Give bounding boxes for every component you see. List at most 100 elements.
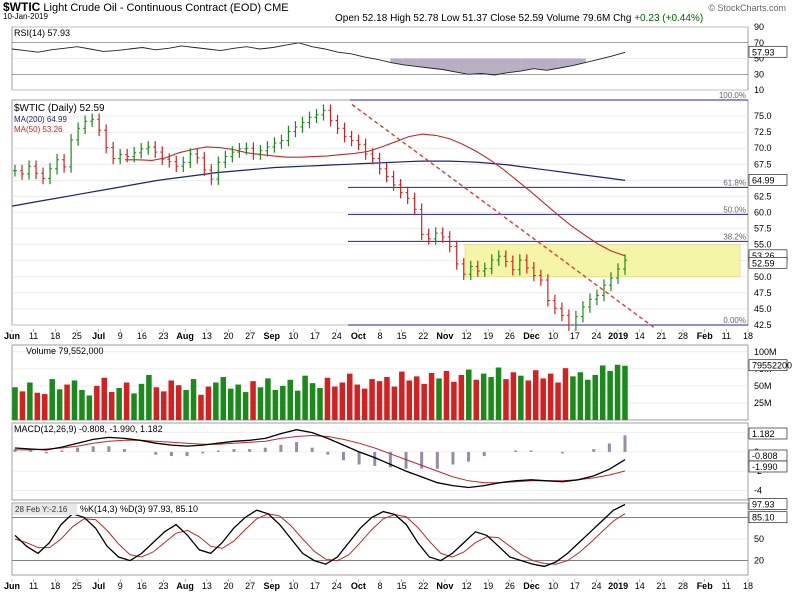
volume-bar: [146, 375, 152, 420]
volume-tick-label: 25M: [754, 398, 772, 408]
volume-bar: [309, 383, 316, 420]
volume-bar: [302, 375, 308, 420]
price-current-label-box: [748, 256, 788, 269]
date-axis-bottom-tick-label: 17: [570, 581, 580, 591]
macd-hist-label-box: [748, 427, 788, 440]
symbol-title: $WTIC Light Crude Oil - Continuous Contr…: [3, 0, 289, 14]
volume-bar: [399, 371, 405, 420]
rsi-current-label-box: [748, 45, 788, 58]
fib-label: 38.2%: [723, 232, 746, 241]
volume-bar: [585, 379, 591, 420]
fib-label: 0.00%: [723, 316, 746, 325]
macd-panel: [11, 422, 749, 501]
volume-bar: [592, 375, 598, 420]
chg-value: +0.23 (+0.44%): [634, 13, 704, 24]
macd-line: [14, 429, 626, 489]
date-axis-top-tick-label: Dec: [523, 331, 540, 341]
date-axis-bottom-tick-label: 11: [722, 581, 731, 591]
date-axis-top-tick-label: Feb: [697, 331, 714, 341]
volume-bar: [614, 364, 621, 420]
price-tick-label: 75.0: [754, 111, 772, 121]
date-axis-bottom-tick-label: 14: [635, 581, 645, 591]
volume-bar: [466, 369, 472, 420]
price-tick-label: 60.0: [754, 208, 772, 218]
rsi-title: RSI(14) 57.93: [14, 28, 70, 38]
date-axis-top-tick-label: 17: [570, 331, 580, 341]
date-axis-top-tick-label: 12: [462, 331, 472, 341]
date-axis-bottom-tick-label: 9: [118, 581, 123, 591]
date-axis-top-tick-label: Nov: [436, 331, 453, 341]
chart-date: 10-Jan-2019: [3, 12, 48, 21]
volume-bar: [324, 377, 331, 420]
volume-bar: [525, 380, 532, 420]
volume-bar: [555, 382, 561, 420]
volume-bar: [287, 379, 293, 420]
stoch-k-label-box: [748, 498, 788, 510]
rsi-tick-label: 10: [754, 85, 764, 95]
volume-bar: [116, 387, 122, 420]
price-tick-label: 55.0: [754, 240, 772, 250]
date-axis-bottom-tick-label: Sep: [264, 581, 281, 591]
date-axis-top-tick-label: 28: [678, 331, 688, 341]
price-tick-label: 72.5: [754, 127, 772, 137]
date-axis-top-tick-label: Aug: [176, 331, 194, 341]
volume-bar: [510, 372, 517, 420]
rsi-oversold-fill: [416, 58, 430, 68]
ma50-current-label: 53.26: [752, 251, 775, 261]
date-axis-top-tick-label: 25: [72, 331, 82, 341]
price-title: $WTIC (Daily) 52.59: [14, 103, 105, 114]
volume-bar: [421, 383, 427, 420]
date-axis-top-tick-label: 8: [377, 331, 382, 341]
volume-bar: [436, 378, 442, 420]
volume-bar: [607, 370, 613, 420]
price-tick-label: 70.0: [754, 143, 772, 153]
rsi-tick-label: 90: [754, 22, 764, 32]
date-axis-top-tick-label: 20: [223, 331, 233, 341]
date-axis-bottom-tick-label: 17: [310, 581, 320, 591]
high-label: High: [390, 13, 411, 24]
volume-bar: [138, 383, 145, 420]
volume-bar: [168, 380, 174, 420]
ma50-line: [125, 133, 626, 257]
rsi-oversold-fill: [546, 58, 560, 71]
rsi-current-label: 57.93: [752, 47, 775, 57]
volume-bar: [280, 385, 286, 420]
date-axis-bottom-tick-label: 26: [505, 581, 515, 591]
date-axis-top-tick-label: 17: [310, 331, 320, 341]
open-value: 52.18: [362, 13, 388, 24]
date-axis-top-tick-label: Jun: [4, 331, 20, 341]
date-axis-bottom-tick-label: 23: [159, 581, 169, 591]
rsi-oversold-fill: [403, 58, 417, 67]
rsi-oversold-fill: [572, 58, 586, 66]
price-tick-label: 50.0: [754, 272, 772, 282]
low-value: 51.37: [462, 13, 488, 24]
ma50-legend: MA(50) 53.26: [14, 125, 63, 134]
date-axis-bottom-tick-label: Oct: [351, 581, 366, 591]
volume-bar: [361, 388, 368, 420]
date-axis-bottom-tick-label: 18: [743, 581, 753, 591]
stoch-tick-label: 50: [754, 534, 764, 544]
volume-bar: [190, 379, 197, 420]
date-axis-bottom-tick-label: 28: [678, 581, 688, 591]
date-axis-top-tick-label: 10: [548, 331, 558, 341]
price-tick-label: 45.0: [754, 304, 772, 314]
volume-bar: [406, 380, 413, 420]
low-label: Low: [441, 13, 460, 24]
rsi-oversold-fill: [390, 58, 404, 65]
volume-bar: [86, 395, 93, 420]
rsi-oversold-fill: [533, 58, 547, 71]
macd-hist-label: 1.182: [752, 429, 775, 439]
date-axis-top-tick-label: 14: [635, 331, 645, 341]
macd-signal-label-box: [748, 460, 788, 473]
rsi-tick-label: 70: [754, 38, 764, 48]
volume-bar: [577, 372, 584, 420]
volume-bar: [79, 390, 85, 420]
date-axis-top-tick-label: 23: [159, 331, 169, 341]
volume-bar: [599, 365, 606, 420]
date-axis-top-tick-label: Oct: [351, 331, 366, 341]
rsi-oversold-fill: [507, 58, 521, 73]
volume-bar: [570, 376, 576, 420]
date-axis-bottom-tick-label: 13: [202, 581, 212, 591]
volume-bar: [198, 394, 204, 420]
volume-value: 79.6M: [582, 13, 611, 24]
